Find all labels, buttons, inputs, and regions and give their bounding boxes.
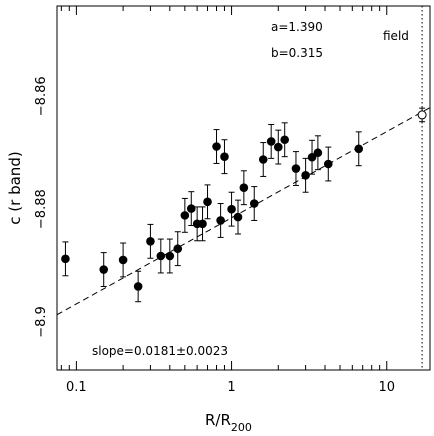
data-point [266, 137, 276, 146]
annotation-b: b=0.315 [271, 46, 323, 60]
data-points [61, 122, 364, 303]
data-point [203, 197, 212, 207]
tick-labels: 0.1 1 10 −8.86 −8.88 −8.9 [34, 76, 395, 395]
data-point [280, 135, 290, 145]
data-point [165, 251, 175, 261]
x-axis-title-main: R/R [205, 411, 231, 429]
x-tick-label: 10 [378, 380, 395, 395]
data-point [323, 159, 333, 169]
data-point [239, 183, 249, 193]
data-point [156, 251, 166, 261]
x-axis-title-sub: 200 [231, 421, 252, 434]
data-point [198, 219, 207, 229]
data-point [99, 265, 109, 274]
annotation-a: a=1.390 [271, 20, 323, 34]
data-point [180, 211, 190, 220]
x-tick-label: 1 [227, 380, 235, 395]
annotation-slope: slope=0.0181±0.0023 [92, 344, 228, 358]
data-point [301, 171, 310, 180]
data-point [307, 152, 317, 162]
fit-line [56, 107, 431, 316]
data-point [212, 142, 221, 151]
field-point [417, 107, 427, 123]
data-point [133, 282, 143, 291]
data-point [313, 148, 323, 158]
data-point [249, 199, 259, 208]
tick-marks [60, 6, 388, 370]
data-point [354, 144, 364, 154]
data-point [186, 204, 196, 213]
data-point [216, 216, 225, 225]
data-point [291, 164, 301, 173]
data-point [227, 204, 236, 214]
y-tick-label: −8.86 [34, 76, 49, 116]
y-tick-label: −8.88 [34, 189, 49, 229]
plot-frame [56, 5, 431, 371]
data-point [220, 152, 229, 161]
data-point [273, 142, 283, 152]
x-axis-title: R/R200 [205, 411, 252, 434]
field-data-point [417, 110, 427, 120]
y-tick-label: −8.9 [34, 306, 49, 338]
data-point [258, 155, 268, 164]
data-point [173, 244, 183, 253]
data-point [146, 237, 155, 246]
y-axis-title: c (r band) [6, 151, 24, 224]
data-point [61, 254, 70, 264]
data-point [118, 255, 128, 265]
data-point [233, 212, 243, 222]
annotation-field: field [383, 29, 409, 43]
x-tick-label: 0.1 [66, 380, 87, 395]
